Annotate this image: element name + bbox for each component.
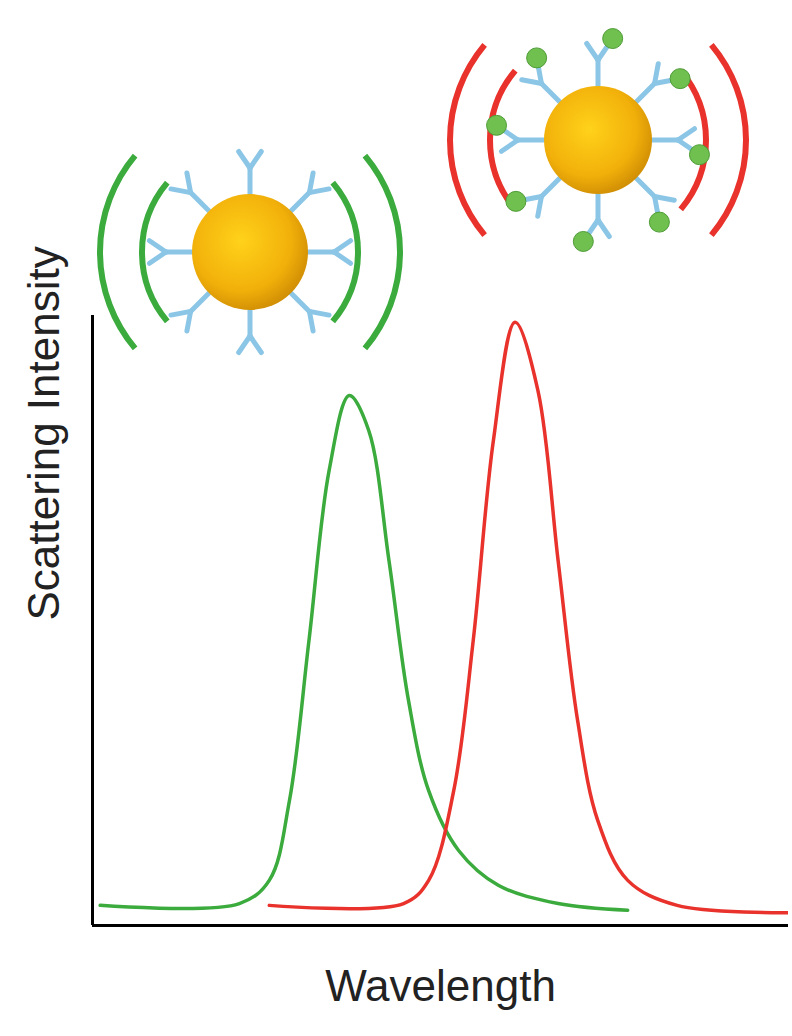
svg-text:Scattering Intensity: Scattering Intensity — [19, 246, 68, 620]
svg-text:Wavelength: Wavelength — [325, 961, 556, 1010]
